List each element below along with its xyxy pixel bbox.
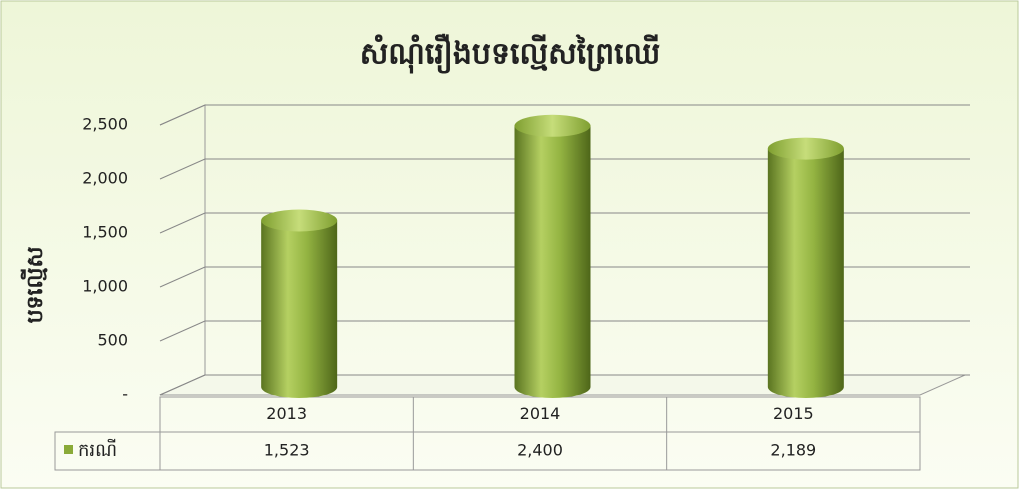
bar xyxy=(767,148,844,399)
grid-line xyxy=(159,104,206,126)
legend-swatch xyxy=(64,445,73,454)
grid-line xyxy=(159,374,206,396)
legend-label: ករណី xyxy=(78,438,117,461)
bar-top xyxy=(767,137,844,160)
y-tick-label: 2,000 xyxy=(82,169,128,188)
x-tick-label: 2013 xyxy=(266,404,307,423)
x-tick-label: 2015 xyxy=(773,404,814,423)
table-value: 2,189 xyxy=(770,441,816,460)
bar xyxy=(514,125,591,399)
grid-line xyxy=(159,320,206,342)
table-value: 1,523 xyxy=(264,441,310,460)
y-tick-label: 2,500 xyxy=(82,115,128,134)
y-axis-label: បទល្មើស xyxy=(20,247,48,324)
y-tick-label: - xyxy=(122,385,128,404)
grid-line xyxy=(159,158,206,180)
bar-top xyxy=(514,114,591,137)
table-value: 2,400 xyxy=(517,441,563,460)
grid-line xyxy=(159,212,206,234)
y-tick-label: 500 xyxy=(97,331,128,350)
y-tick-label: 1,500 xyxy=(82,223,128,242)
y-tick-label: 1,000 xyxy=(82,277,128,296)
grid-line xyxy=(159,266,206,288)
bar xyxy=(261,220,338,398)
bar-top xyxy=(261,209,338,232)
chart-title: សំណុំរឿងបទល្មើសព្រៃឈើ xyxy=(360,34,661,75)
x-tick-label: 2014 xyxy=(520,404,561,423)
